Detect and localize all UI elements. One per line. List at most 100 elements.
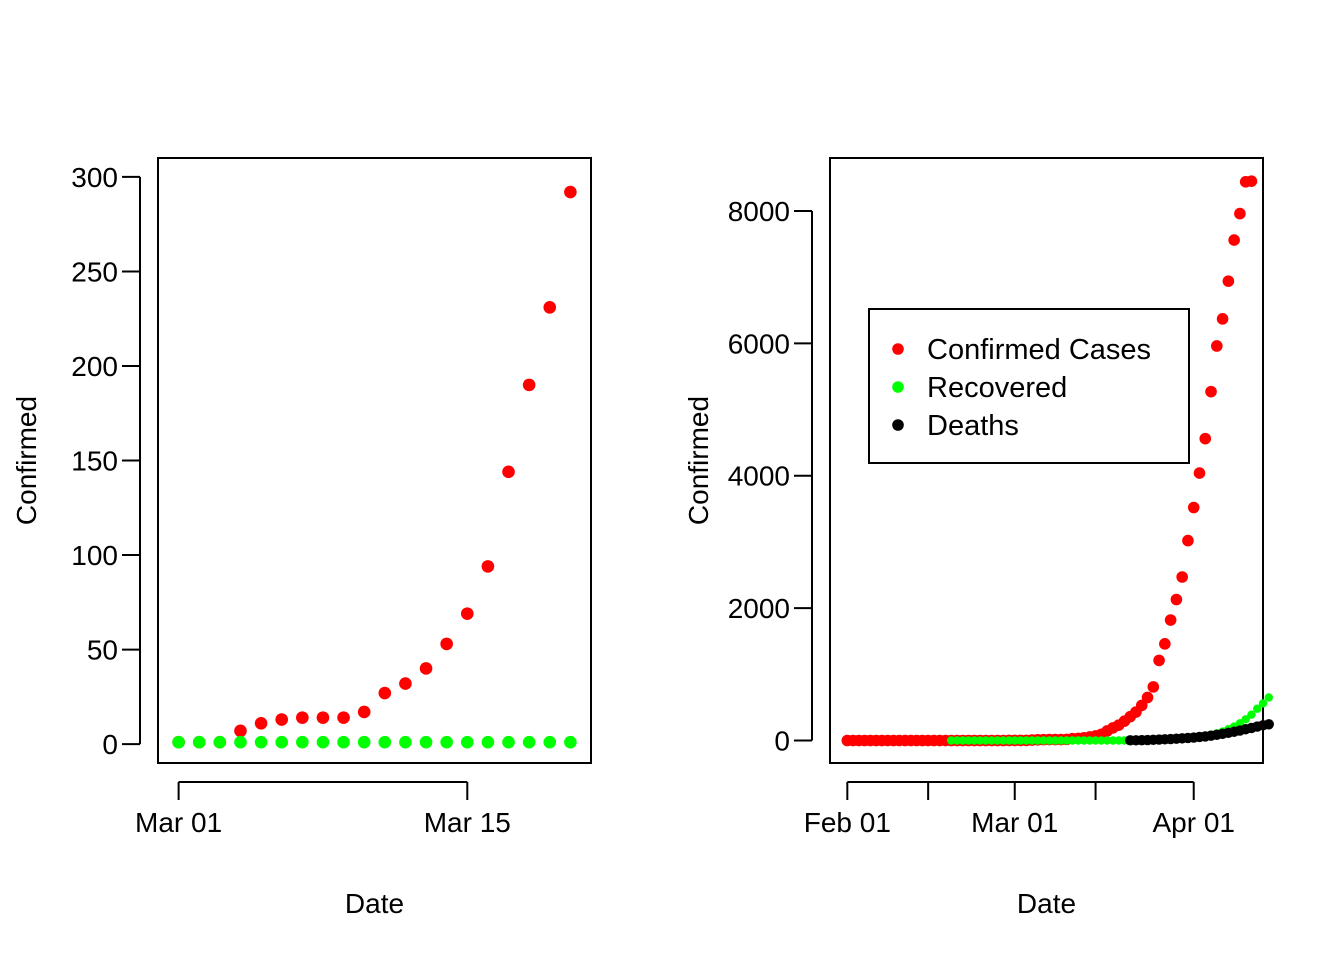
data-point — [564, 185, 577, 199]
legend-box — [868, 308, 1190, 464]
data-point — [481, 560, 495, 573]
data-point — [1193, 467, 1206, 479]
data-point — [254, 716, 268, 730]
data-point — [1102, 736, 1112, 745]
data-point — [981, 736, 991, 745]
data-point — [502, 465, 515, 479]
data-point — [947, 736, 956, 745]
data-point — [1182, 534, 1194, 547]
chart-panel-right: 0 2000 4000 6000 8000 Feb 01 Mar 01 Apr 01 Date C… — [683, 157, 1274, 919]
data-point — [460, 735, 474, 749]
data-point — [337, 735, 350, 749]
data-point — [564, 735, 577, 749]
y-tick-label: 150 — [71, 446, 118, 477]
data-point — [1114, 736, 1123, 745]
data-point — [460, 607, 474, 620]
y-tick-label: 8000 — [728, 196, 790, 227]
data-point — [357, 705, 371, 719]
data-point — [1097, 736, 1106, 745]
data-point — [1050, 736, 1060, 745]
data-point — [399, 677, 412, 690]
data-point — [1199, 432, 1212, 445]
data-point — [1153, 654, 1165, 667]
data-point — [1176, 571, 1188, 583]
data-point — [1205, 385, 1217, 398]
y-axis-title: Confirmed — [11, 396, 42, 525]
data-point — [357, 735, 371, 749]
y-tick-label: 50 — [87, 635, 118, 666]
data-point — [1016, 736, 1025, 745]
legend-label: Confirmed Cases — [927, 334, 1151, 366]
data-point — [316, 735, 330, 749]
data-point — [172, 735, 185, 749]
data-point — [970, 736, 979, 745]
y-tick-label: 250 — [71, 256, 118, 287]
y-axis-title: Confirmed — [683, 396, 714, 525]
data-point — [1027, 736, 1037, 745]
data-point — [1074, 736, 1083, 745]
plot-frame — [829, 157, 1264, 764]
legend-label: Deaths — [927, 410, 1019, 442]
data-point — [296, 711, 309, 724]
data-point — [1085, 736, 1095, 745]
data-point — [1068, 736, 1077, 745]
data-point — [987, 736, 996, 745]
data-point — [296, 735, 309, 749]
data-point — [1033, 736, 1043, 745]
data-point — [1022, 736, 1031, 745]
y-tick-label: 0 — [774, 725, 790, 756]
data-point — [399, 735, 412, 749]
data-point — [1091, 736, 1100, 745]
data-point — [378, 735, 392, 749]
data-point — [1258, 699, 1268, 708]
data-point — [522, 735, 536, 749]
data-point — [1264, 693, 1273, 702]
x-tick-label: Mar 01 — [971, 807, 1058, 838]
data-point — [522, 378, 536, 392]
y-tick-label: 300 — [71, 162, 118, 193]
data-point — [1187, 501, 1200, 514]
data-point — [964, 736, 973, 745]
data-point — [234, 724, 247, 738]
data-point — [1228, 234, 1240, 246]
data-point — [1170, 593, 1183, 606]
legend-label: Recovered — [927, 372, 1067, 404]
data-point — [958, 736, 967, 745]
legend: Confirmed Cases Recovered Deaths — [868, 308, 1190, 464]
data-point — [275, 735, 289, 749]
data-point — [234, 735, 247, 749]
y-tick-label: 200 — [71, 351, 118, 382]
data-point — [254, 735, 268, 749]
data-point — [1010, 736, 1019, 745]
series-2 — [1125, 719, 1274, 746]
data-point — [440, 735, 453, 749]
legend-marker — [892, 343, 904, 355]
data-point — [1222, 275, 1235, 287]
legend-marker — [892, 381, 904, 393]
data-point — [378, 686, 392, 700]
x-axis-title: Date — [345, 888, 404, 919]
y-tick-label: 2000 — [728, 593, 790, 624]
data-point — [316, 711, 330, 724]
data-point — [1147, 681, 1160, 693]
data-point — [440, 637, 453, 651]
data-point — [1216, 313, 1229, 325]
data-point — [213, 735, 227, 749]
y-tick-label: 4000 — [728, 461, 790, 492]
data-point — [337, 711, 350, 724]
data-point — [1164, 614, 1177, 626]
data-point — [993, 736, 1002, 745]
data-point — [1245, 175, 1258, 187]
data-point — [1263, 719, 1274, 730]
y-tick-label: 0 — [102, 729, 118, 760]
data-point — [1004, 736, 1014, 745]
data-point — [543, 301, 557, 314]
data-point — [1247, 710, 1256, 719]
data-point — [1141, 691, 1154, 704]
data-point — [1253, 704, 1262, 713]
data-point — [1056, 736, 1066, 745]
legend-marker — [892, 419, 904, 431]
x-tick-label: Mar 01 — [135, 807, 222, 838]
data-point — [419, 662, 433, 675]
data-point — [1039, 736, 1048, 745]
